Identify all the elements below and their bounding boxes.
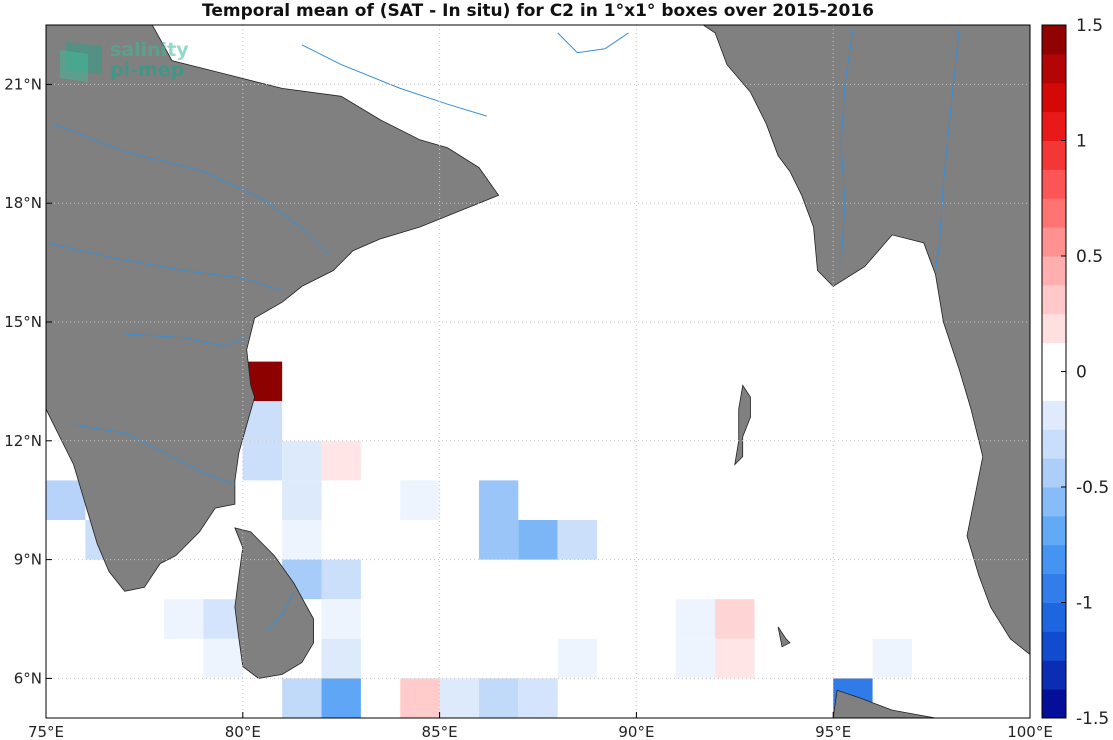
lon-tick-label: 80°E (225, 723, 261, 740)
colorbar-tick-label: -1.5 (1076, 709, 1109, 729)
colorbar-segment (1042, 111, 1066, 141)
colorbar-segment (1042, 400, 1066, 430)
colorbar-segment (1042, 371, 1066, 401)
logo-text-salinity: salinity (110, 39, 189, 61)
heatmap-cell (675, 638, 716, 679)
godavari-river (53, 123, 330, 256)
sri-lanka-land (234, 527, 315, 679)
lat-tick-label: 9°N (14, 551, 42, 569)
mahanadi-river (301, 44, 487, 117)
heatmap-cell (400, 678, 440, 718)
colorbar-segment (1042, 25, 1066, 55)
lat-tick-label: 6°N (14, 669, 42, 687)
rivers (45, 28, 960, 632)
heatmap-cell (518, 678, 558, 718)
colorbar-segment (1042, 313, 1066, 344)
heatmap-cell (439, 678, 479, 718)
colorbar-segment (1042, 169, 1066, 199)
colorbar (1041, 24, 1067, 719)
heatmap-cell (557, 638, 598, 679)
penner-river (124, 333, 247, 347)
colorbar-tick-labels: 1.5 1 0.5 0 -0.5 -1 -1.5 (1061, 16, 1109, 729)
krishna-river (45, 242, 283, 291)
heatmap-cell (321, 440, 361, 481)
colorbar-tick-label: -0.5 (1076, 478, 1109, 498)
heatmap-cell (400, 480, 440, 520)
lat-tick-label: 18°N (4, 194, 42, 212)
heatmap-cell (478, 480, 519, 520)
heatmap-cell (321, 638, 361, 679)
kaveri-river (73, 424, 236, 485)
colorbar-segment (1042, 573, 1066, 603)
colorbar-tick-label: 0.5 (1076, 247, 1103, 267)
heatmap-cell (478, 678, 519, 718)
lat-tick-label: 21°N (4, 75, 42, 93)
heatmap-cell (478, 520, 519, 560)
pi-mep-logo-icon (60, 42, 102, 82)
colorbar-segment (1042, 284, 1066, 315)
colorbar-segment (1042, 342, 1066, 372)
colorbar-segment (1042, 53, 1066, 84)
nicobar-island-land (777, 626, 791, 648)
colorbar-segment (1042, 82, 1066, 113)
colorbar-tick-label: 0 (1076, 363, 1087, 383)
colorbar-tick-label: -1 (1076, 594, 1093, 614)
heatmap-cell (675, 599, 716, 639)
colorbar-segment (1042, 227, 1066, 257)
heatmap-cell (282, 678, 322, 718)
colorbar-segment (1042, 140, 1066, 170)
gridlines (46, 25, 1030, 718)
sumatra-tip-land (832, 689, 936, 719)
lon-tick-labels: 75°E 80°E 85°E 90°E 95°E 100°E (28, 712, 1053, 740)
heatmap-cell (282, 480, 322, 520)
heatmap-cell (242, 440, 283, 481)
colorbar-segment (1042, 660, 1066, 690)
pi-mep-logo: salinity pi-mep (58, 40, 198, 86)
salween-river (935, 28, 960, 271)
lon-tick-label: 95°E (815, 723, 851, 740)
heatmap-cell (518, 520, 558, 560)
colorbar-segment (1042, 458, 1066, 488)
colorbar-segment (1042, 487, 1066, 517)
heatmap-cell (321, 559, 361, 600)
heatmap-cell (282, 440, 322, 481)
colorbar-segment (1042, 602, 1066, 632)
colorbar-segment (1042, 631, 1066, 661)
colorbar-segment (1042, 429, 1066, 459)
heatmap-cell (321, 678, 361, 718)
lat-tick-labels: 6°N 9°N 12°N 15°N 18°N 21°N (4, 75, 52, 687)
map-title: Temporal mean of (SAT - In situ) for C2 … (202, 1, 874, 21)
heatmap-cell (557, 520, 598, 560)
heatmap-cell (46, 480, 86, 520)
heatmap-cell (203, 638, 243, 679)
colorbar-segment (1042, 689, 1066, 719)
heatmap-cell (321, 599, 361, 639)
heatmap-cell (164, 599, 204, 639)
lat-tick-label: 12°N (4, 432, 42, 450)
heatmap-cell (282, 520, 322, 560)
colorbar-segment (1042, 256, 1066, 286)
sri-lanka-rivers (266, 591, 295, 632)
heatmap-cell (715, 638, 755, 679)
heatmap-cell (715, 599, 755, 639)
lon-tick-label: 100°E (1007, 723, 1053, 740)
colorbar-segment (1042, 198, 1066, 228)
irrawaddy-river (840, 28, 854, 263)
map-border (45, 24, 1031, 719)
lon-tick-label: 75°E (28, 723, 64, 740)
lon-tick-label: 85°E (422, 723, 458, 740)
logo-text-pi-mep: pi-mep (110, 59, 185, 81)
andaman-islands-land (734, 384, 751, 466)
lat-tick-label: 15°N (4, 313, 42, 331)
ganges-delta-rivers (557, 32, 629, 54)
lon-tick-label: 90°E (618, 723, 654, 740)
colorbar-segment (1042, 515, 1066, 546)
colorbar-segment (1042, 544, 1066, 575)
bangladesh-myanmar-land (701, 24, 1031, 656)
map-frame (45, 24, 1031, 719)
heatmap-cell (872, 638, 912, 679)
colorbar-tick-label: 1 (1076, 132, 1087, 152)
colorbar-tick-label: 1.5 (1076, 16, 1103, 36)
